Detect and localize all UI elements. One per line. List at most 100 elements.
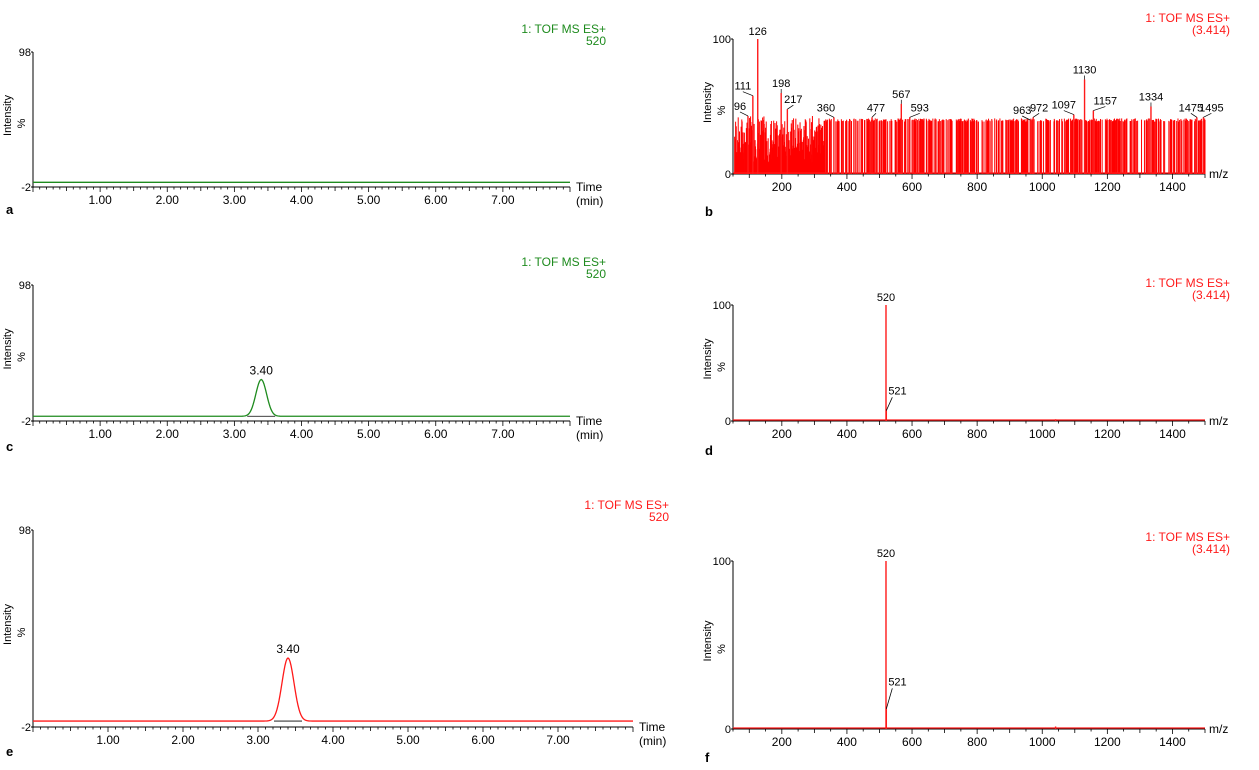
y-tick-label: 98 <box>19 525 31 537</box>
x-tick-label: 600 <box>902 427 922 441</box>
chart-title-line: 520 <box>586 267 606 281</box>
x-tick-label: 200 <box>772 735 792 749</box>
x-axis-label: m/z <box>1209 167 1228 181</box>
x-axis-label: (min) <box>576 428 603 442</box>
y-tick-label: 100 <box>713 34 731 46</box>
y-axis-label: Intensity <box>702 620 714 661</box>
x-tick-label: 600 <box>902 735 922 749</box>
peak-label: 1334 <box>1139 92 1163 104</box>
chart-c: 1: TOF MS ES+520 c Intensity % 98 -2 1.00 2.00 3… <box>2 255 606 454</box>
chart-title-line: 1: TOF MS ES+ <box>521 255 606 269</box>
chart-title-line: (3.414) <box>1192 542 1230 556</box>
peak-label: 1495 <box>1199 102 1223 114</box>
label-leader <box>871 113 877 118</box>
panel-label: c <box>6 439 13 454</box>
x-tick-label: 3.00 <box>223 193 247 207</box>
panel-label: d <box>705 443 713 458</box>
chart-a: 1: TOF MS ES+520 a Intensity % 98 -2 1.00 2.00 3… <box>2 22 606 217</box>
chart-title-line: 1: TOF MS ES+ <box>521 22 606 36</box>
x-tick-label: 600 <box>902 180 922 194</box>
y-tick-label: 0 <box>725 169 731 181</box>
x-tick-label: 2.00 <box>171 733 195 747</box>
label-leader <box>787 104 794 110</box>
x-tick-label: 1000 <box>1029 427 1056 441</box>
x-tick-label: 800 <box>967 427 987 441</box>
label-leader <box>1093 106 1106 111</box>
x-tick-label: 1.00 <box>88 193 112 207</box>
chart-title-line: 520 <box>586 34 606 48</box>
label-leader <box>739 111 749 117</box>
series-line <box>33 657 633 722</box>
peak-label: 1130 <box>1073 65 1097 77</box>
peak-label: 3.40 <box>250 364 274 378</box>
panel-label: a <box>6 202 14 217</box>
y-axis-label: Intensity <box>702 338 714 379</box>
label-leader <box>885 397 893 411</box>
x-tick-label: 4.00 <box>290 193 314 207</box>
label-leader <box>1190 113 1198 118</box>
x-axis-label: (min) <box>639 734 666 748</box>
peak-label: 1475 <box>1179 102 1203 114</box>
peak-label: 520 <box>877 292 895 304</box>
x-tick-label: 400 <box>837 735 857 749</box>
x-axis-label: (min) <box>576 194 603 208</box>
x-tick-label: 400 <box>837 180 857 194</box>
peak-label: 126 <box>749 26 767 38</box>
chart-title-line: 1: TOF MS ES+ <box>1145 11 1230 25</box>
chart-title-line: 1: TOF MS ES+ <box>1145 276 1230 290</box>
label-leader <box>885 688 893 709</box>
x-tick-label: 4.00 <box>321 733 345 747</box>
x-tick-label: 2.00 <box>156 427 180 441</box>
x-tick-label: 5.00 <box>357 427 381 441</box>
x-tick-label: 1400 <box>1159 427 1186 441</box>
peak-label: 198 <box>772 78 790 90</box>
chart-title-line: 520 <box>649 510 669 524</box>
x-tick-label: 3.00 <box>246 733 270 747</box>
y-axis-label: Intensity <box>702 82 714 123</box>
y-axis-label: Intensity <box>2 328 14 369</box>
y-axis-label: Intensity <box>2 604 14 645</box>
x-tick-label: 5.00 <box>396 733 420 747</box>
x-tick-label: 7.00 <box>546 733 570 747</box>
peak-label: 521 <box>888 385 906 397</box>
x-tick-label: 4.00 <box>290 427 314 441</box>
x-tick-label: 200 <box>772 427 792 441</box>
x-tick-label: 1.00 <box>96 733 120 747</box>
y-tick-label: -2 <box>21 722 31 734</box>
peak-label: 520 <box>877 548 895 560</box>
x-tick-label: 6.00 <box>471 733 495 747</box>
peak-label: 972 <box>1030 102 1048 114</box>
chart-title-line: (3.414) <box>1192 288 1230 302</box>
x-axis-label: m/z <box>1209 722 1228 736</box>
y-tick-label: 100 <box>713 556 731 568</box>
x-tick-label: 1200 <box>1094 180 1121 194</box>
y-axis-unit: % <box>716 644 728 654</box>
label-leader <box>1032 113 1040 118</box>
x-tick-label: 1000 <box>1029 180 1056 194</box>
peak-label: 1097 <box>1052 100 1076 112</box>
x-axis-label: Time <box>639 720 666 734</box>
label-leader <box>1203 112 1212 118</box>
x-tick-label: 1200 <box>1094 427 1121 441</box>
chart-title-line: 1: TOF MS ES+ <box>1145 530 1230 544</box>
y-axis-unit: % <box>716 105 728 115</box>
chart-title-line: (3.414) <box>1192 23 1230 37</box>
peak-label: 521 <box>888 676 906 688</box>
x-axis-label: Time <box>576 180 603 194</box>
y-axis-unit: % <box>16 352 28 362</box>
label-leader <box>1022 115 1031 121</box>
x-tick-label: 6.00 <box>424 193 448 207</box>
x-tick-label: 400 <box>837 427 857 441</box>
peak-label: 963 <box>1013 105 1031 117</box>
y-axis-unit: % <box>16 118 28 128</box>
peak-label: 1157 <box>1094 96 1118 108</box>
chart-title-line: 1: TOF MS ES+ <box>584 498 669 512</box>
label-leader <box>742 91 753 97</box>
y-tick-label: 98 <box>19 47 31 59</box>
peak-label: 360 <box>817 102 835 114</box>
peak-label: 96 <box>734 101 746 113</box>
x-tick-label: 800 <box>967 735 987 749</box>
peak-label: 567 <box>892 89 910 101</box>
